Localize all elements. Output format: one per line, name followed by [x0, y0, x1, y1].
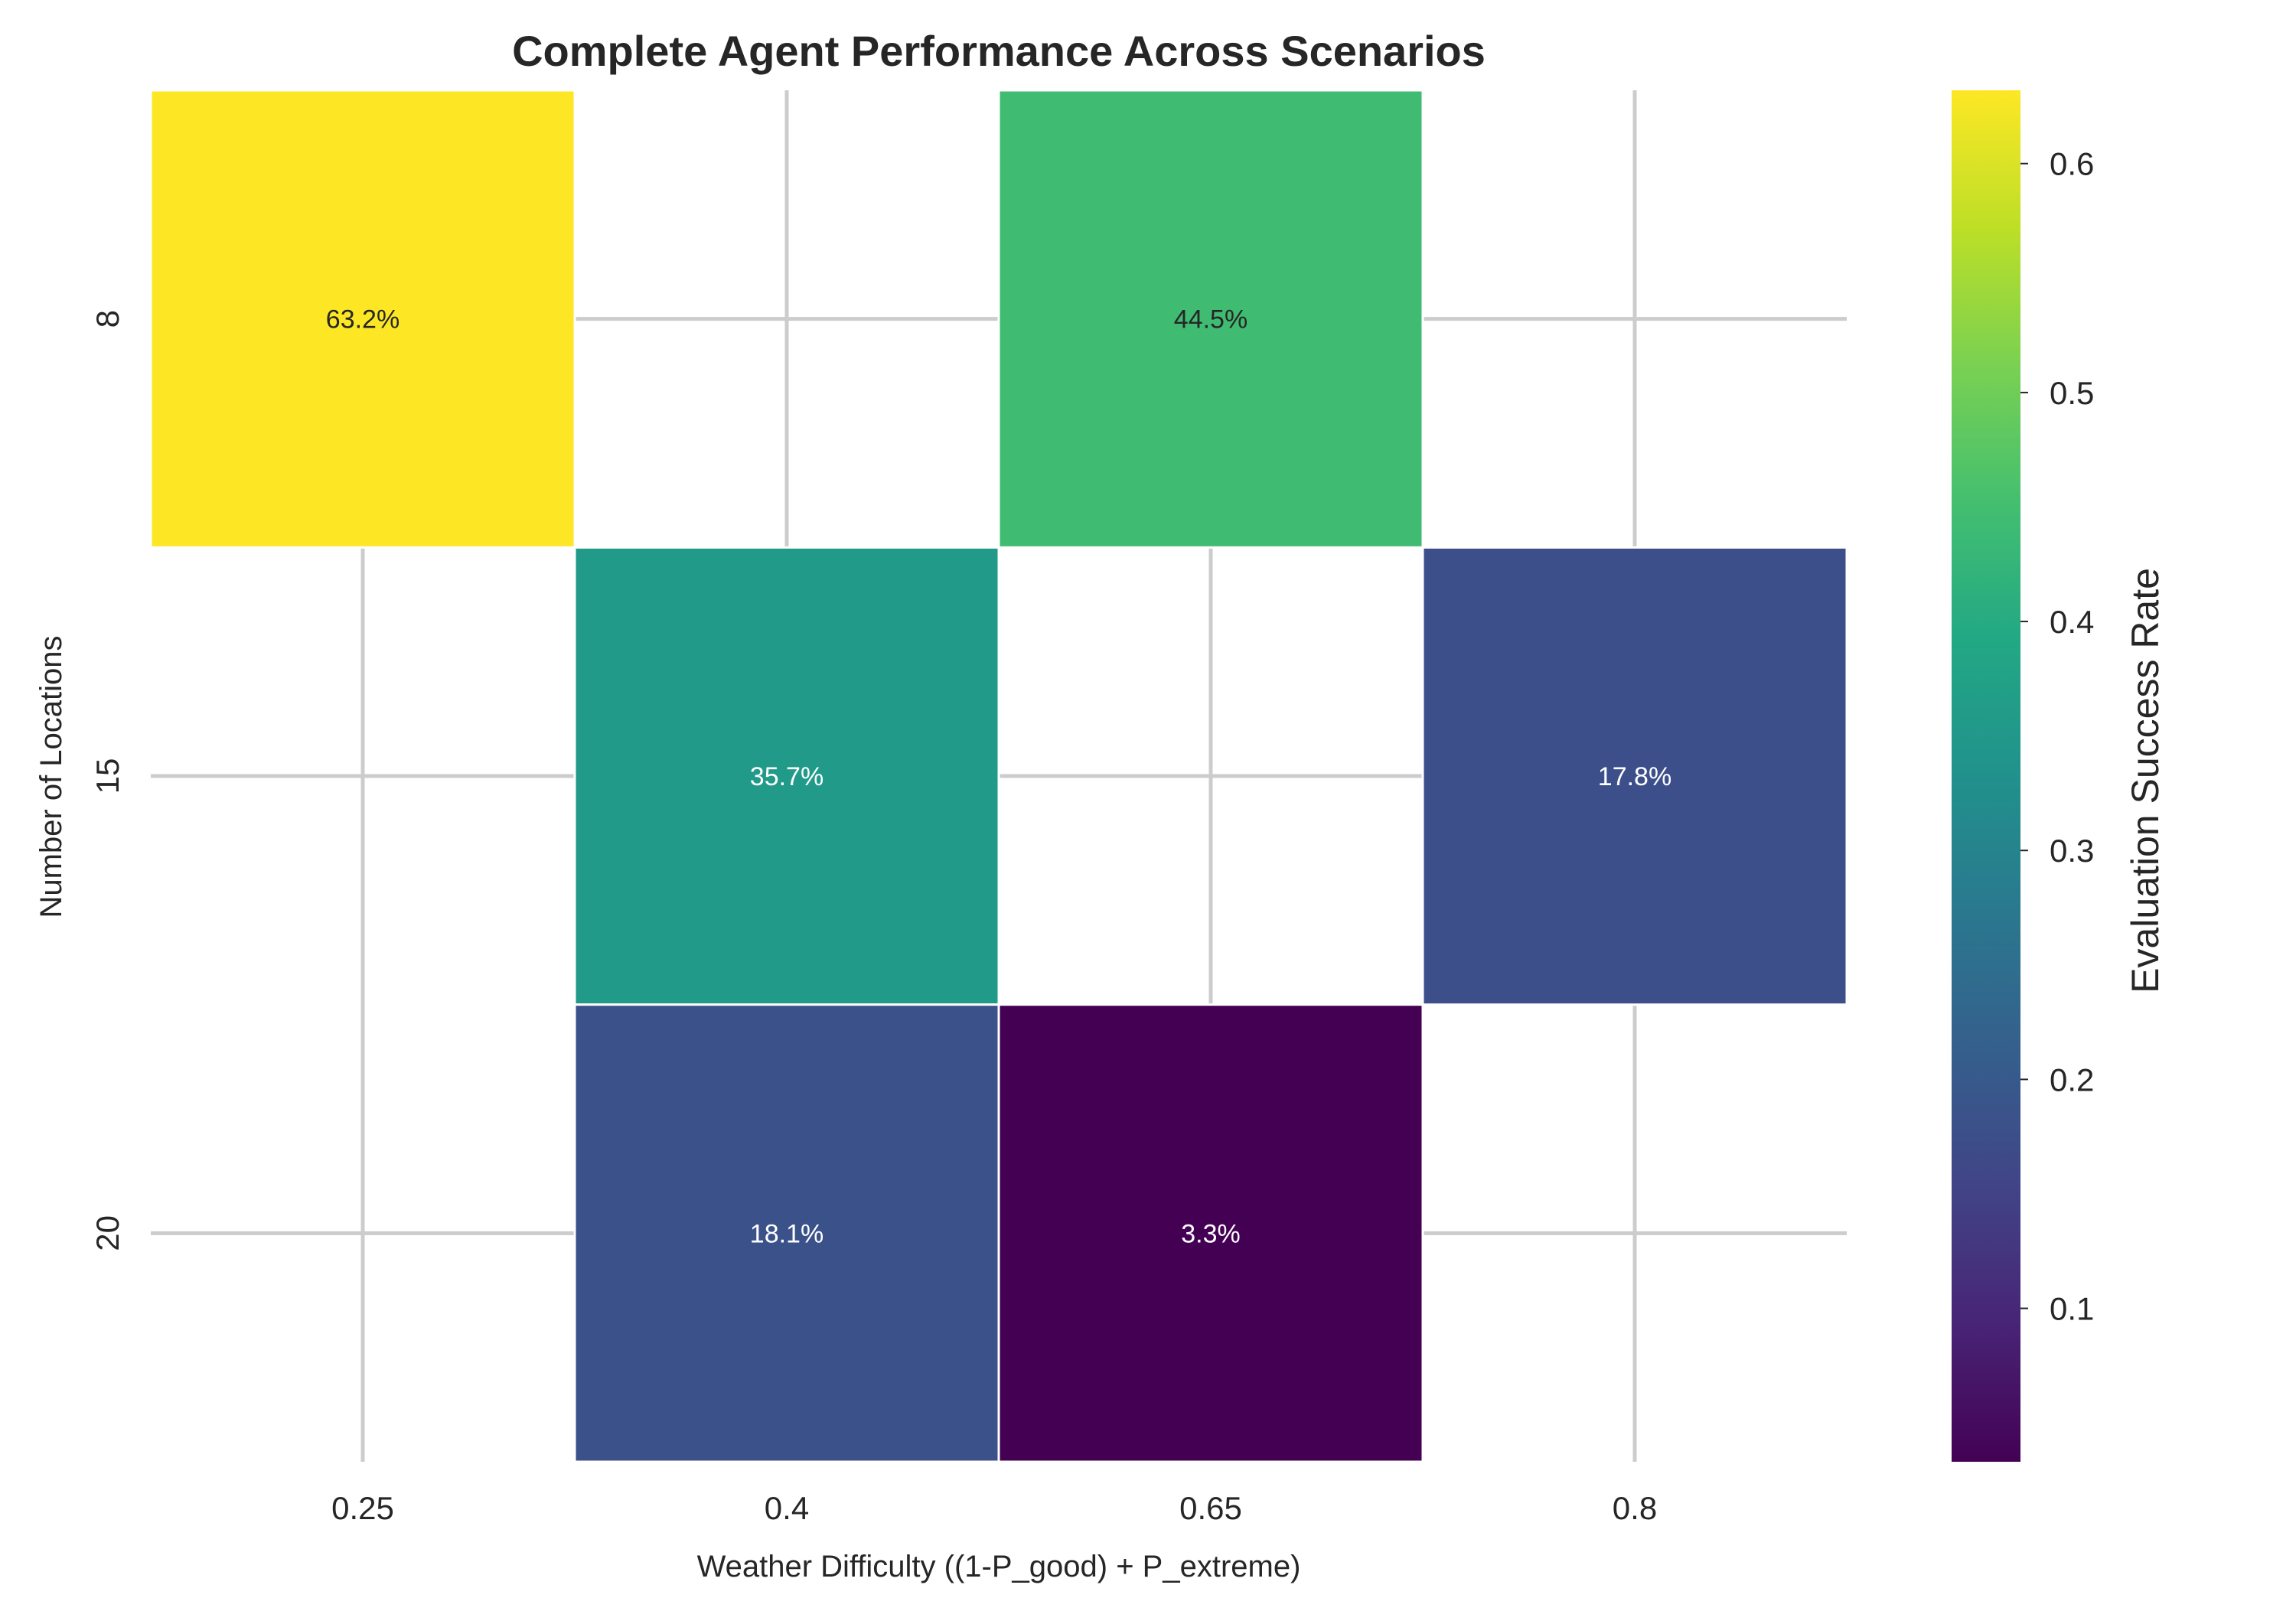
colorbar-tick-label: 0.4 — [2050, 604, 2094, 640]
x-axis-ticks: 0.25 0.4 0.65 0.8 — [331, 1490, 1657, 1526]
colorbar-tick-label: 0.6 — [2050, 146, 2094, 182]
heatmap-cell — [997, 1003, 1424, 1463]
colorbar-label: Evaluation Success Rate — [2124, 568, 2167, 993]
x-tick-label: 0.4 — [765, 1490, 809, 1526]
colorbar — [1952, 90, 2020, 1462]
y-tick-label: 8 — [90, 310, 126, 328]
heatmap-cell — [573, 546, 1000, 1006]
heatmap-cell — [149, 89, 576, 549]
y-axis-ticks: 8 15 20 — [90, 310, 126, 1251]
cell-value-label: 18.1% — [750, 1219, 823, 1248]
cell-value-label: 35.7% — [750, 762, 823, 791]
heatmap-cell — [573, 1003, 1000, 1463]
x-axis-label: Weather Difficulty ((1-P_good) + P_extre… — [697, 1550, 1301, 1583]
y-tick-label: 20 — [90, 1215, 126, 1251]
chart-title: Complete Agent Performance Across Scenar… — [512, 27, 1486, 75]
cell-value-label: 3.3% — [1181, 1219, 1241, 1248]
heatmap-cell — [997, 89, 1424, 549]
x-tick-label: 0.25 — [331, 1490, 394, 1526]
x-tick-label: 0.65 — [1179, 1490, 1242, 1526]
colorbar-tick-label: 0.1 — [2050, 1291, 2094, 1327]
x-tick-label: 0.8 — [1613, 1490, 1657, 1526]
colorbar-tick-label: 0.3 — [2050, 833, 2094, 869]
colorbar-tick-label: 0.5 — [2050, 375, 2094, 411]
colorbar-tick-label: 0.2 — [2050, 1061, 2094, 1097]
heatmap-cell — [1421, 546, 1848, 1006]
y-axis-label: Number of Locations — [34, 635, 68, 918]
heatmap-cells: 63.2% 44.5% 35.7% 17.8% 18.1% 3.3% — [149, 89, 1848, 1463]
cell-value-label: 44.5% — [1174, 305, 1247, 334]
colorbar-ticks: 0.1 0.2 0.3 0.4 0.5 0.6 — [2020, 146, 2094, 1327]
y-tick-label: 15 — [90, 758, 126, 794]
cell-value-label: 63.2% — [326, 305, 400, 334]
cell-value-label: 17.8% — [1598, 762, 1671, 791]
